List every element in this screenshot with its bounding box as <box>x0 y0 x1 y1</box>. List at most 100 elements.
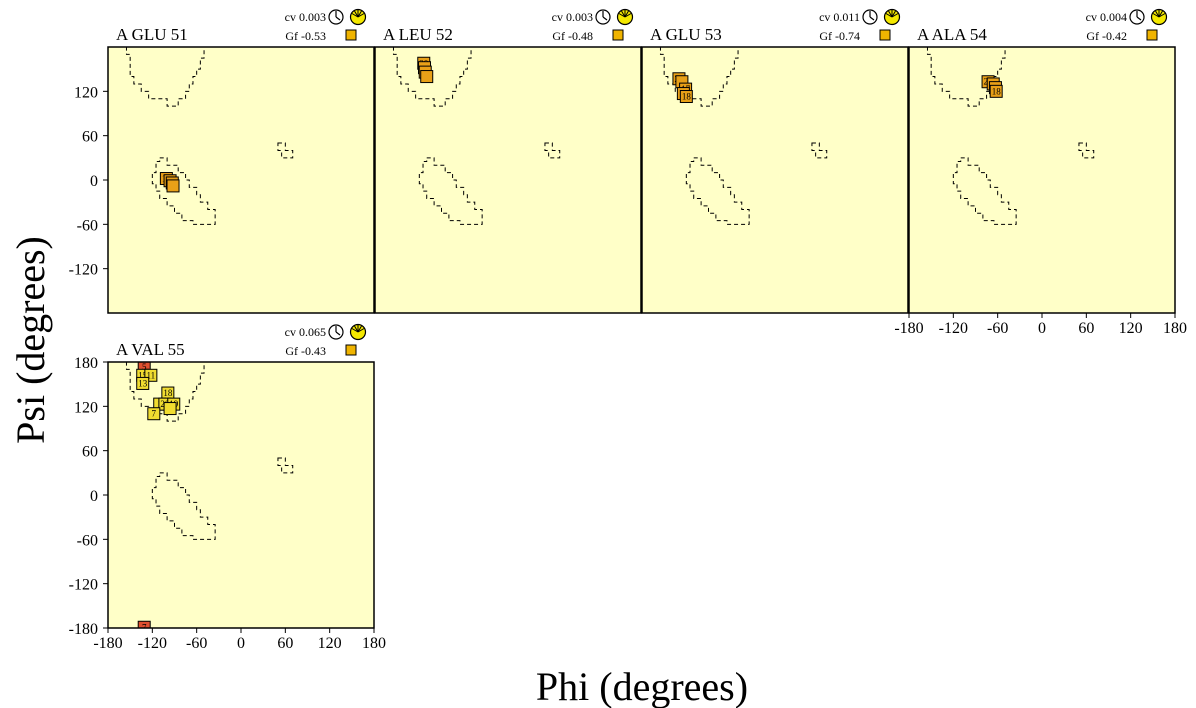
gf-value: Gf -0.43 <box>285 344 326 358</box>
x-tick-label: 120 <box>318 635 342 652</box>
sun-icon <box>883 8 901 26</box>
region-contour <box>392 47 472 107</box>
y-tick-label: -60 <box>77 217 98 234</box>
panel: 201718 A GLU 53 cv 0.011 Gf -0.74 <box>641 8 909 314</box>
x-tick-label: 0 <box>1038 320 1046 337</box>
data-point <box>989 84 1003 98</box>
clock-icon <box>1129 9 1145 25</box>
x-tick-label: 180 <box>1163 320 1187 337</box>
panel-background <box>909 47 1175 313</box>
data-point-label: 7 <box>152 409 157 419</box>
gf-swatch <box>1146 29 1158 41</box>
x-tick-label: 180 <box>362 635 386 652</box>
panel-title: A GLU 53 <box>650 25 722 44</box>
gf-value: Gf -0.53 <box>285 29 326 43</box>
allowed-regions <box>125 362 294 540</box>
x-tick-label: 60 <box>277 635 293 652</box>
clock-icon <box>328 9 344 25</box>
data-point <box>163 402 177 416</box>
data-points: 1920 <box>159 172 180 193</box>
sun-icon <box>349 323 367 341</box>
y-tick-label: 0 <box>90 488 98 505</box>
region-contour <box>125 47 205 107</box>
region-contour <box>811 142 828 159</box>
region-contour <box>1078 142 1095 159</box>
x-tick-label: -180 <box>894 320 923 337</box>
panel-title: A LEU 52 <box>383 25 453 44</box>
allowed-regions <box>125 47 294 225</box>
panel: 1920 A GLU 51 cv 0.003 Gf -0.53 120 60 0 -60 -12… <box>69 8 375 314</box>
sun-icon <box>616 8 634 26</box>
region-contour <box>544 142 561 159</box>
panel-title: A VAL 55 <box>116 340 185 359</box>
data-point <box>679 90 693 104</box>
region-contour <box>659 47 739 107</box>
x-axis-label: Phi (degrees) <box>536 664 748 708</box>
gf-swatch <box>345 344 357 356</box>
data-points: 201718 <box>672 72 693 104</box>
data-points: 5151113181201977 <box>136 362 181 632</box>
clock-icon <box>862 9 878 25</box>
allowed-regions <box>392 47 561 225</box>
region-contour <box>125 362 205 422</box>
y-tick-label: 120 <box>74 84 98 101</box>
panel-background <box>108 47 374 313</box>
y-tick-label: -120 <box>69 577 98 594</box>
data-points: 20 <box>417 56 434 84</box>
y-tick-label: 0 <box>90 173 98 190</box>
panel-background <box>375 47 641 313</box>
gf-value: Gf -0.74 <box>819 29 860 43</box>
y-tick-label: -180 <box>69 621 98 638</box>
cv-value: cv 0.003 <box>285 10 326 24</box>
cv-value: cv 0.065 <box>285 325 326 339</box>
x-tick-label: -120 <box>138 635 167 652</box>
cv-value: cv 0.003 <box>552 10 593 24</box>
data-point-label: 18 <box>682 92 692 102</box>
region-contour <box>151 157 216 225</box>
data-point <box>136 376 150 390</box>
panel-frame <box>641 46 909 314</box>
panels-group: 1920 A GLU 51 cv 0.003 Gf -0.53 120 60 0 -60 -12… <box>69 8 1187 652</box>
region-contour <box>418 157 483 225</box>
data-point <box>166 179 180 193</box>
data-point-label: 18 <box>992 86 1002 96</box>
panel-title: A ALA 54 <box>917 25 987 44</box>
y-axis-label: Psi (degrees) <box>8 236 53 444</box>
region-contour <box>277 142 294 159</box>
data-point <box>147 407 161 421</box>
region-contour <box>151 472 216 540</box>
cv-value: cv 0.004 <box>1086 10 1127 24</box>
data-point-label: 18 <box>163 388 173 398</box>
allowed-regions <box>926 47 1095 225</box>
x-tick-label: 60 <box>1078 320 1094 337</box>
x-tick-label: -120 <box>939 320 968 337</box>
data-point-label: 7 <box>142 622 147 632</box>
region-contour <box>685 157 750 225</box>
gf-swatch <box>879 29 891 41</box>
clock-icon <box>595 9 611 25</box>
data-point-label: 15 <box>138 370 148 380</box>
y-tick-label: 180 <box>74 355 98 372</box>
panel-title: A GLU 51 <box>116 25 188 44</box>
data-point-label: 13 <box>138 378 148 388</box>
region-contour <box>952 157 1017 225</box>
x-tick-label: -60 <box>186 635 207 652</box>
gf-value: Gf -0.42 <box>1086 29 1127 43</box>
x-tick-label: -60 <box>987 320 1008 337</box>
gf-value: Gf -0.48 <box>552 29 593 43</box>
x-tick-label: 0 <box>237 635 245 652</box>
panel-background <box>108 362 374 628</box>
clock-icon <box>328 324 344 340</box>
region-contour <box>277 457 294 474</box>
region-contour <box>926 47 1006 107</box>
x-tick-label: 120 <box>1119 320 1143 337</box>
allowed-regions <box>659 47 828 225</box>
y-tick-label: 60 <box>82 129 98 146</box>
y-tick-label: 60 <box>82 444 98 461</box>
x-tick-label: -180 <box>93 635 122 652</box>
data-point <box>420 70 434 84</box>
